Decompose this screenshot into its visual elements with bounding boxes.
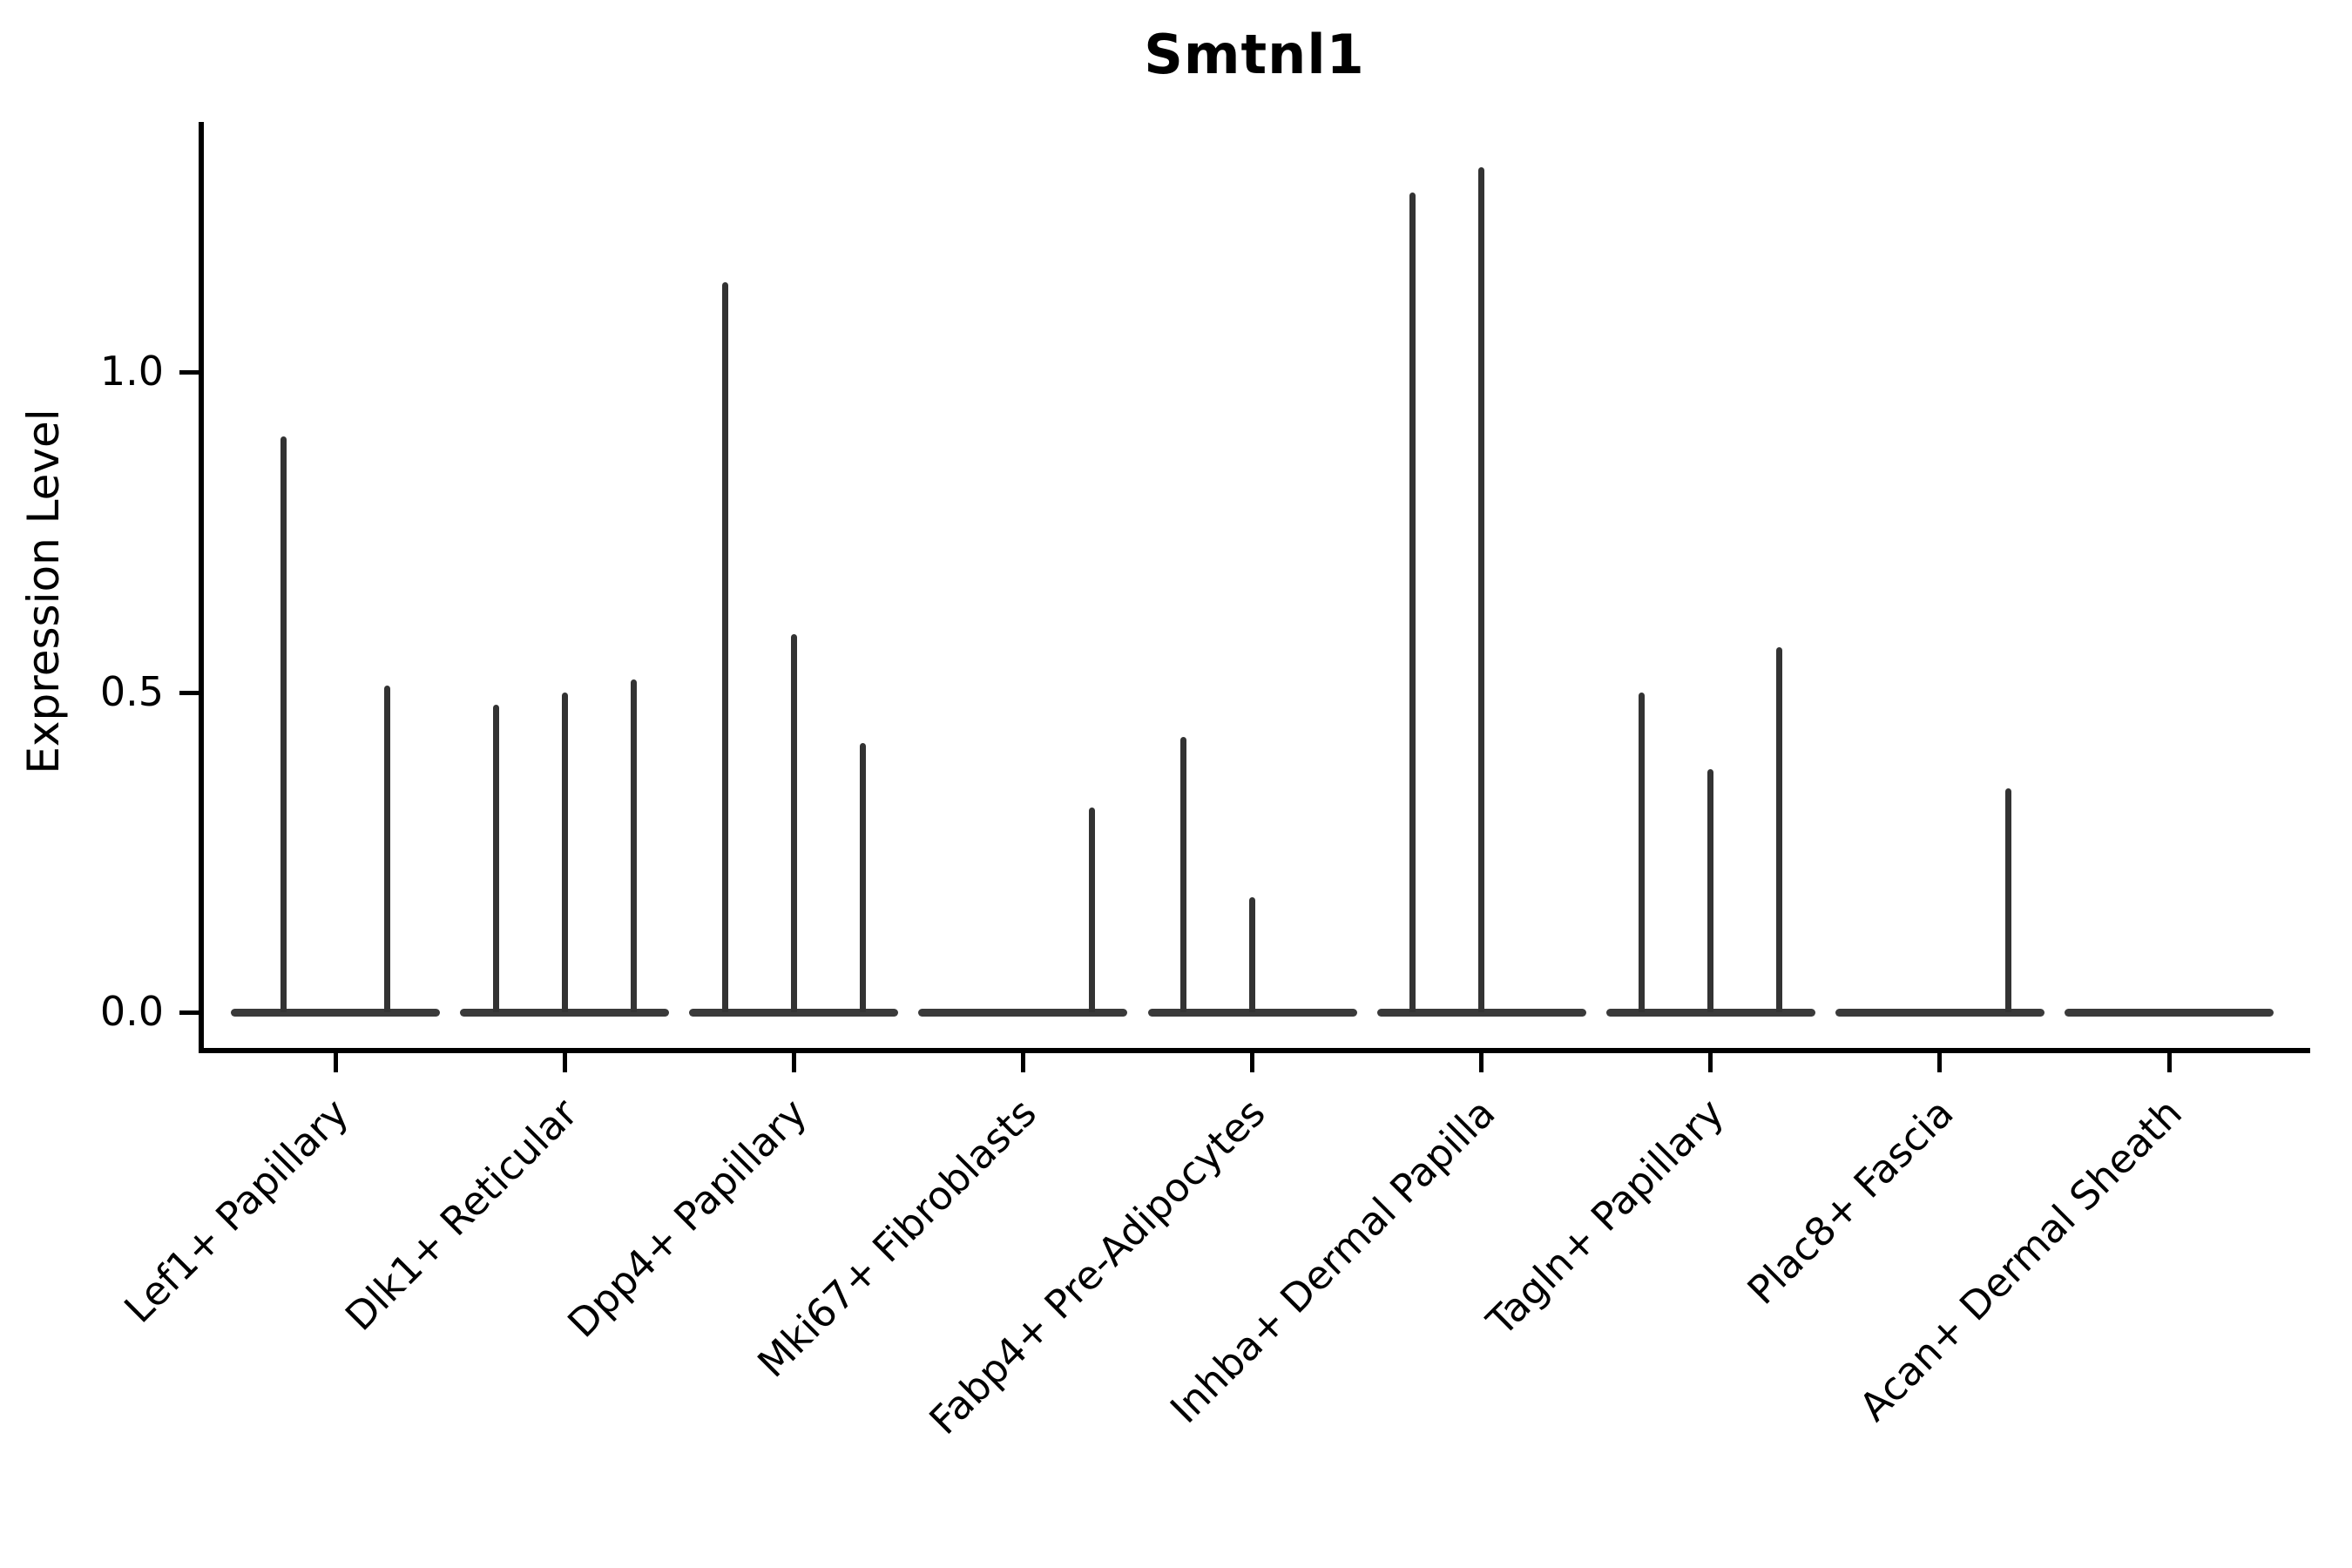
violin-spike (1088, 807, 1095, 1012)
y-tick-label: 0.0 (99, 988, 164, 1035)
x-tick (1708, 1053, 1713, 1072)
violin-spike (1776, 647, 1783, 1012)
violin-base (231, 1009, 440, 1017)
violin-spike (492, 705, 499, 1012)
violin-spike (2005, 787, 2012, 1012)
violin-base (1605, 1009, 1815, 1017)
x-tick (1020, 1053, 1025, 1072)
x-tick (2166, 1053, 2172, 1072)
x-tick-label-text: Dpp4+ Papillary (558, 1089, 816, 1347)
violin-spike (1249, 896, 1255, 1012)
violin-base (1835, 1009, 2044, 1017)
violin-base (2065, 1009, 2274, 1017)
x-tick-label-text: Plac8+ Fascia (1738, 1089, 1963, 1314)
y-tick (179, 1010, 199, 1015)
violin-spike (630, 679, 637, 1012)
chart-title: Smtnl1 (1144, 23, 1365, 86)
y-tick-label: 1.0 (99, 348, 164, 395)
violin-base (1147, 1009, 1357, 1017)
violin-spike (1707, 768, 1714, 1012)
y-axis-label: Expression Level (18, 409, 69, 774)
violin-spike (383, 686, 390, 1012)
violin-spike (1409, 193, 1416, 1012)
x-tick (1250, 1053, 1254, 1072)
y-tick (179, 690, 199, 695)
violin-base (1376, 1009, 1586, 1017)
x-tick (1937, 1053, 1943, 1072)
y-tick-label: 0.5 (99, 667, 164, 715)
violin-spike (1639, 692, 1646, 1012)
violin-spike (859, 743, 866, 1012)
violin-spike (1478, 166, 1485, 1012)
x-tick (333, 1053, 338, 1072)
violin-spike (721, 282, 728, 1012)
violin-base (460, 1009, 670, 1017)
violin-base (689, 1009, 899, 1017)
violin-spike (790, 634, 797, 1012)
violin-spike (561, 692, 568, 1012)
x-tick (562, 1053, 567, 1072)
x-tick-label-text: Tagln+ Papillary (1477, 1089, 1734, 1345)
x-tick-label-text: Dlk1+ Reticular (336, 1089, 587, 1340)
violin-spike (1180, 736, 1187, 1012)
y-tick (179, 370, 199, 375)
violin-spike (280, 436, 287, 1012)
x-tick-label-text: Lef1+ Papillary (115, 1089, 358, 1332)
violin-base (918, 1009, 1128, 1017)
x-tick (1479, 1053, 1484, 1072)
x-tick (791, 1053, 796, 1072)
